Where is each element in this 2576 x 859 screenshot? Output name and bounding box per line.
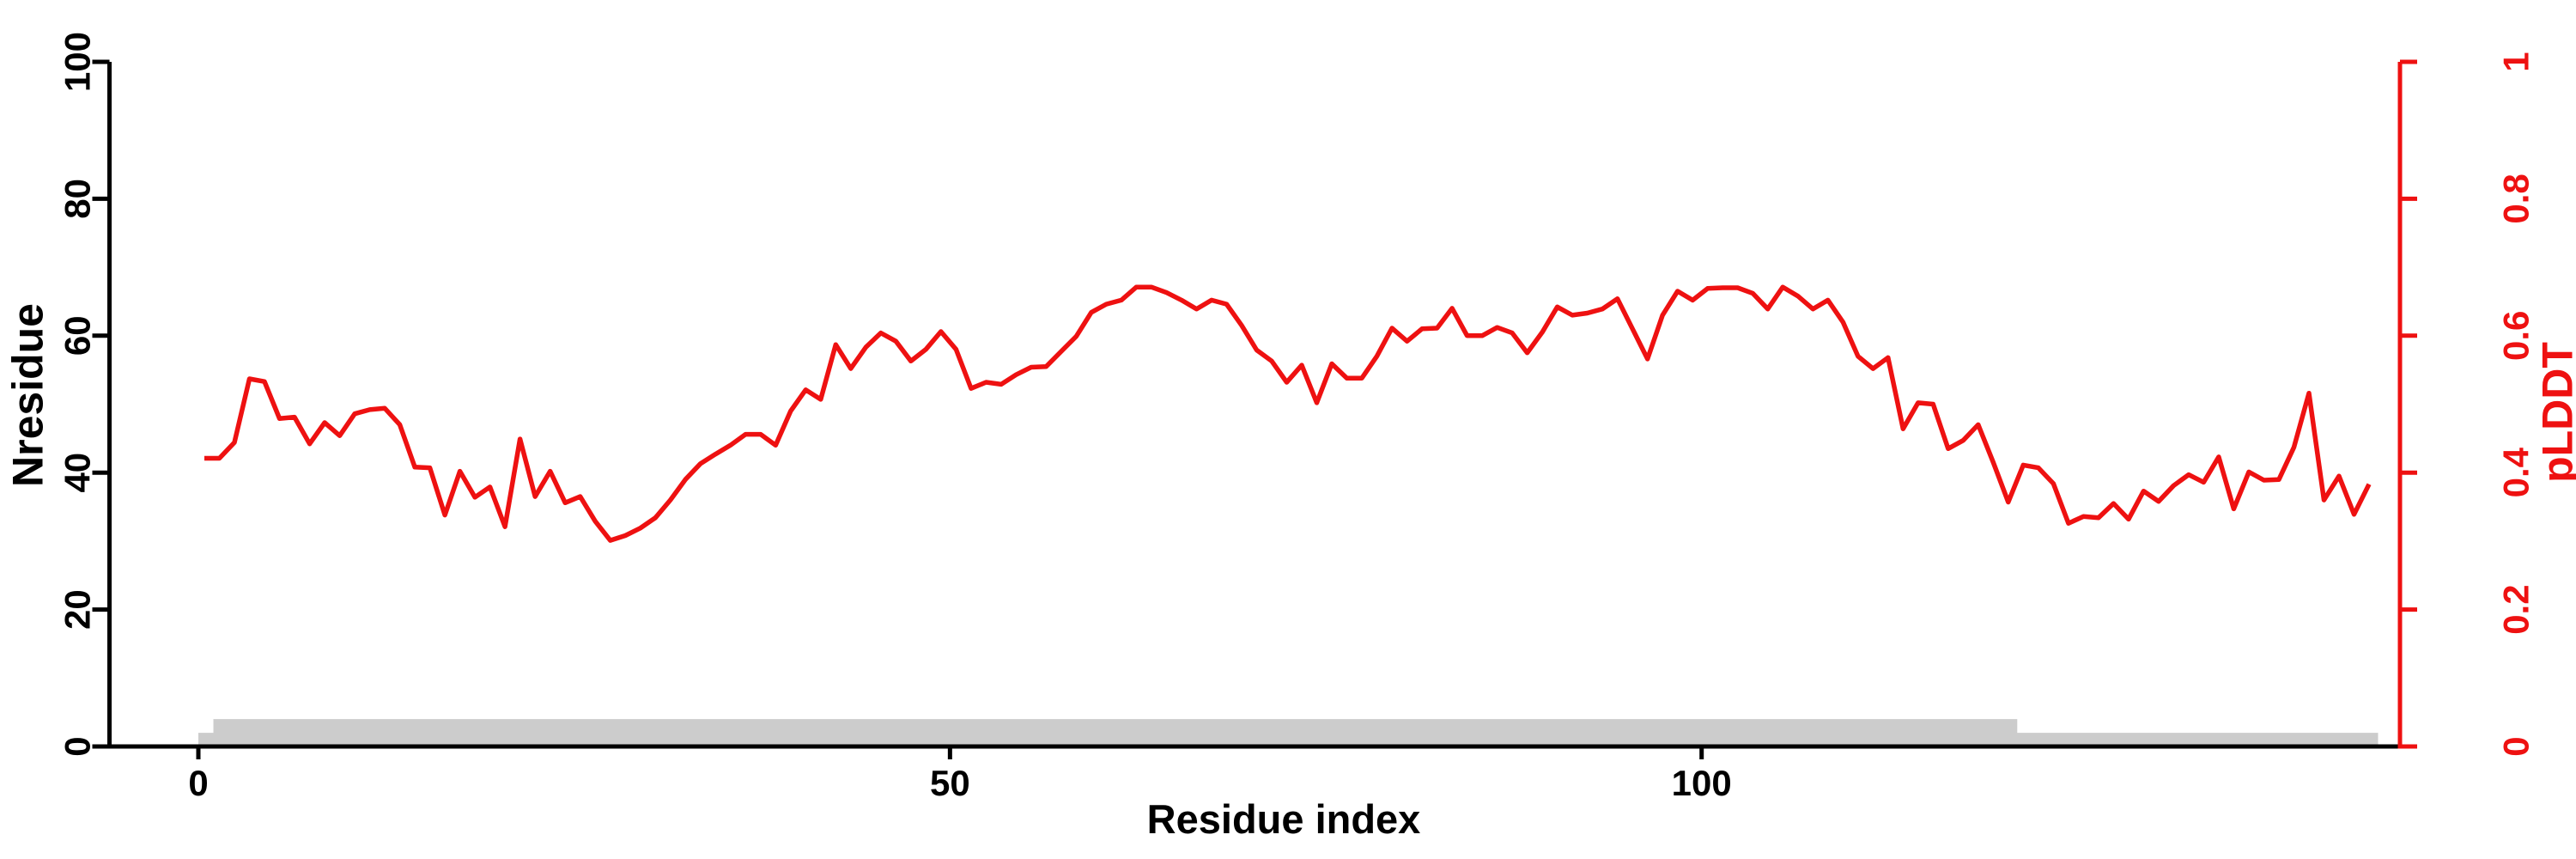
right-axis-tick-label: 0.2: [2496, 584, 2537, 634]
x-axis-tick-label: 50: [930, 763, 970, 803]
right-axis-tick-label: 0: [2496, 736, 2537, 756]
nresidue-area: [198, 719, 2379, 746]
x-axis-tick-label: 100: [1672, 763, 1732, 803]
left-axis-tick-label: 100: [58, 32, 98, 92]
plddt-line: [204, 284, 2372, 543]
left-axis-tick-label: 60: [58, 315, 98, 356]
right-axis-tick-label: 0.6: [2496, 311, 2537, 361]
x-axis-title: Residue index: [1147, 796, 1421, 842]
left-axis-tick-label: 0: [58, 736, 98, 756]
left-axis-tick-label: 80: [58, 179, 98, 219]
left-axis-tick-label: 40: [58, 453, 98, 493]
right-axis-tick-label: 0.8: [2496, 174, 2537, 223]
right-axis-title: pLDDT: [2534, 342, 2576, 483]
right-axis-tick-label: 1: [2496, 52, 2537, 71]
left-axis-tick-label: 20: [58, 589, 98, 630]
right-axis-tick-label: 0.4: [2496, 447, 2537, 497]
left-axis-title: Nresidue: [4, 303, 52, 487]
x-axis-tick-label: 0: [188, 763, 208, 803]
